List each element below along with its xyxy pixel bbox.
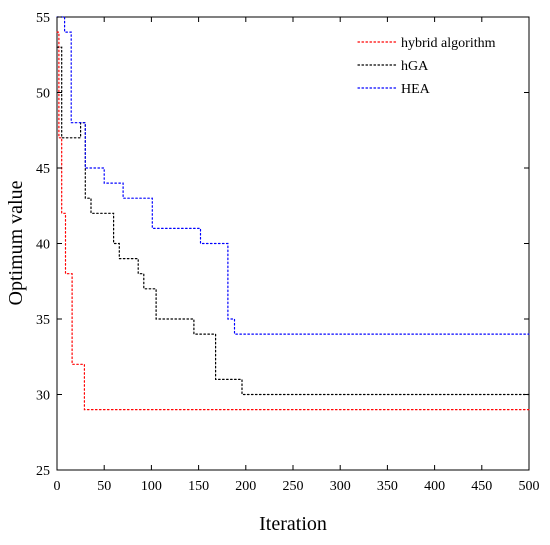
legend: hybrid algorithm hGA HEA <box>357 36 496 97</box>
tick-layer: 0 50 100 150 200 250 300 350 400 450 500 25 30 35 40 45… <box>36 11 540 494</box>
series-line-2 <box>56 16 530 335</box>
legend-label: HEA <box>401 82 431 97</box>
y-tick-label: 45 <box>36 162 50 177</box>
y-axis-title: Optimum value <box>5 180 27 305</box>
y-tick-label: 30 <box>36 389 50 404</box>
x-tick-label: 0 <box>54 479 61 494</box>
x-tick-label: 450 <box>471 479 492 494</box>
y-tick-label: 40 <box>36 238 50 253</box>
x-tick-label: 150 <box>188 479 209 494</box>
y-tick-label: 50 <box>36 87 50 102</box>
series-layer <box>56 16 530 411</box>
x-tick-label: 400 <box>424 479 445 494</box>
plot-frame <box>56 16 530 471</box>
x-tick-label: 300 <box>330 479 351 494</box>
x-tick-label: 350 <box>377 479 398 494</box>
x-tick-label: 200 <box>235 479 256 494</box>
series-line-0 <box>56 31 530 411</box>
y-tick-label: 55 <box>36 11 50 26</box>
series-line-1 <box>56 46 530 396</box>
x-tick-label: 250 <box>283 479 304 494</box>
legend-label: hGA <box>401 59 429 74</box>
x-axis-title: Iteration <box>259 513 327 535</box>
y-tick-label: 35 <box>36 313 50 328</box>
x-tick-label: 50 <box>97 479 111 494</box>
x-tick-label: 500 <box>519 479 540 494</box>
x-tick-label: 100 <box>141 479 162 494</box>
y-tick-label: 25 <box>36 464 50 479</box>
legend-label: hybrid algorithm <box>401 36 496 51</box>
